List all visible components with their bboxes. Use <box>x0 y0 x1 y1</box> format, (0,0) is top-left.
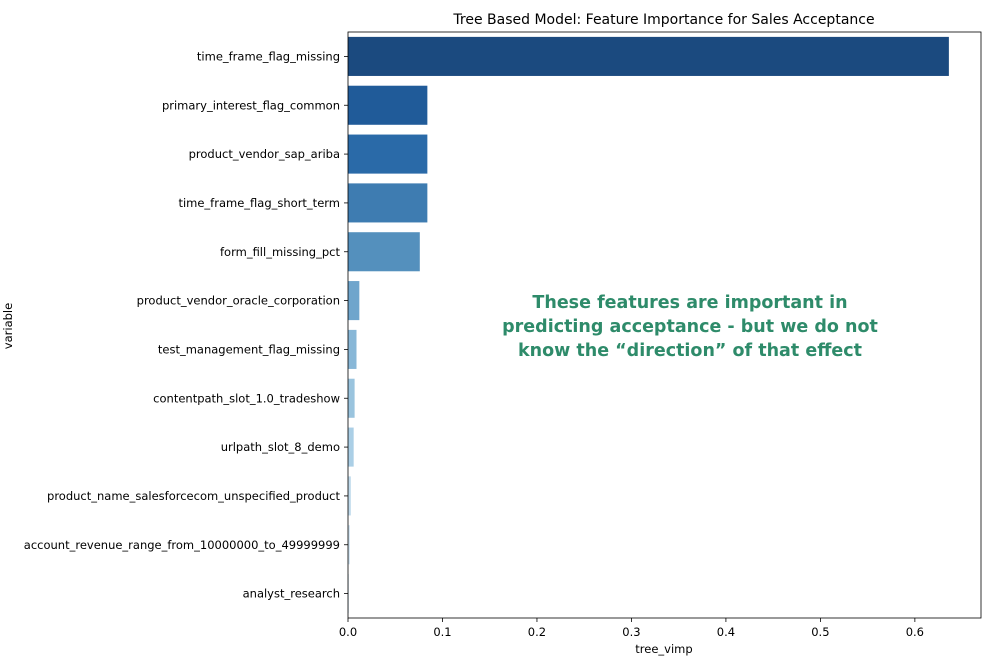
annotation-note: These features are important in predicti… <box>500 291 880 363</box>
x-tick-label: 0.1 <box>433 625 451 639</box>
annotation-line-1: These features are important in <box>532 293 848 313</box>
bar-10 <box>348 525 350 565</box>
bar-6 <box>348 329 357 369</box>
bar-8 <box>348 427 354 467</box>
bars-group <box>348 36 949 614</box>
y-tick-label: account_revenue_range_from_10000000_to_4… <box>24 538 340 552</box>
annotation-line-3: know the “direction” of that effect <box>518 341 862 361</box>
y-tick-label: product_vendor_sap_ariba <box>189 147 340 161</box>
y-tick-label: product_name_salesforcecom_unspecified_p… <box>47 489 340 503</box>
bar-1 <box>348 85 428 125</box>
x-tick-label: 0.0 <box>339 625 357 639</box>
bar-5 <box>348 281 360 321</box>
bar-3 <box>348 183 428 223</box>
y-tick-label: product_vendor_oracle_corporation <box>137 294 340 308</box>
y-tick-label: time_frame_flag_missing <box>197 49 340 63</box>
y-ticks-group: time_frame_flag_missing primary_interest_… <box>24 49 348 601</box>
bar-0 <box>348 36 949 76</box>
bar-4 <box>348 232 420 272</box>
chart-title: Tree Based Model: Feature Importance for… <box>452 12 874 28</box>
bar-11 <box>348 574 349 614</box>
y-axis-label: variable <box>1 303 15 349</box>
bar-9 <box>348 476 351 516</box>
y-tick-label: test_management_flag_missing <box>158 342 340 356</box>
x-ticks-group: 0.0 0.1 0.2 0.3 0.4 0.5 0.6 <box>339 618 924 639</box>
y-tick-label: urlpath_slot_8_demo <box>221 440 340 454</box>
plot-frame <box>347 31 982 619</box>
x-tick-label: 0.4 <box>717 625 735 639</box>
annotation-line-2: predicting acceptance - but we do not <box>502 317 878 337</box>
x-tick-label: 0.5 <box>811 625 829 639</box>
y-tick-label: analyst_research <box>243 587 340 601</box>
y-tick-label: primary_interest_flag_common <box>162 98 340 112</box>
y-tick-label: form_fill_missing_pct <box>220 245 340 259</box>
bar-2 <box>348 134 428 174</box>
y-tick-label: contentpath_slot_1.0_tradeshow <box>153 391 340 405</box>
x-tick-label: 0.2 <box>528 625 546 639</box>
y-tick-label: time_frame_flag_short_term <box>178 196 340 210</box>
x-tick-label: 0.6 <box>906 625 924 639</box>
x-axis-label: tree_vimp <box>635 642 692 656</box>
bar-7 <box>348 378 355 418</box>
x-tick-label: 0.3 <box>622 625 640 639</box>
